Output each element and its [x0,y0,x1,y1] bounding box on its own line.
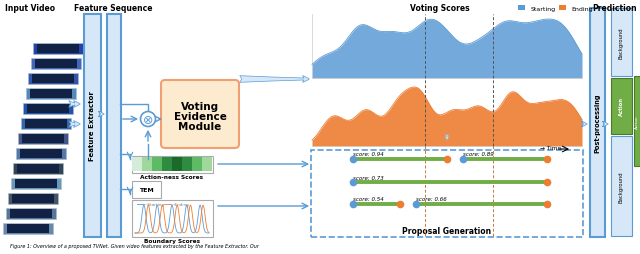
Text: Prediction: Prediction [593,4,637,13]
FancyBboxPatch shape [182,157,191,171]
FancyBboxPatch shape [611,136,632,236]
FancyBboxPatch shape [131,156,212,173]
FancyBboxPatch shape [192,157,202,171]
FancyBboxPatch shape [29,90,72,99]
Text: Background: Background [619,27,624,59]
FancyBboxPatch shape [26,89,76,100]
FancyBboxPatch shape [6,208,56,219]
FancyBboxPatch shape [33,44,83,55]
Text: ⊗: ⊗ [143,113,153,126]
FancyBboxPatch shape [20,119,70,130]
FancyBboxPatch shape [10,209,51,218]
FancyBboxPatch shape [7,224,49,233]
FancyBboxPatch shape [27,105,69,114]
FancyBboxPatch shape [12,194,54,203]
Text: ~Ending: ~Ending [172,202,189,206]
Text: score: 0.66: score: 0.66 [415,197,446,202]
FancyBboxPatch shape [142,157,152,171]
FancyBboxPatch shape [13,163,63,174]
FancyBboxPatch shape [311,150,583,237]
Text: Action: Action [635,115,639,128]
FancyBboxPatch shape [152,157,161,171]
Text: TEM: TEM [139,187,154,192]
Text: Evidence: Evidence [173,112,227,121]
Text: score: 0.73: score: 0.73 [353,175,383,180]
Text: score: 0.94: score: 0.94 [353,152,383,157]
Text: Boundary Scores: Boundary Scores [144,238,200,243]
Text: Input Video: Input Video [5,4,55,13]
Text: Background: Background [619,170,624,202]
FancyBboxPatch shape [131,181,161,198]
Text: Voting: Voting [181,102,219,112]
FancyBboxPatch shape [19,149,61,158]
FancyBboxPatch shape [106,14,120,236]
FancyBboxPatch shape [634,76,640,167]
Circle shape [141,112,156,127]
FancyBboxPatch shape [15,148,65,159]
Text: Feature Sequence: Feature Sequence [74,4,152,13]
Text: ~Starting: ~Starting [145,202,165,206]
Text: Feature Extractor: Feature Extractor [89,91,95,160]
Text: Post-processing: Post-processing [594,93,600,152]
FancyBboxPatch shape [18,133,68,145]
Text: → Time: → Time [540,146,561,150]
FancyBboxPatch shape [15,179,56,188]
FancyBboxPatch shape [32,75,74,84]
FancyBboxPatch shape [611,9,632,77]
Text: Proposal Generation: Proposal Generation [403,226,492,235]
Text: Figure 1: Overview of a proposed TVNet. Given video features extracted by the Fe: Figure 1: Overview of a proposed TVNet. … [10,243,259,248]
FancyBboxPatch shape [17,164,59,173]
FancyBboxPatch shape [28,74,78,85]
Text: score: 0.54: score: 0.54 [353,197,383,202]
FancyBboxPatch shape [10,178,61,189]
FancyBboxPatch shape [161,81,239,148]
Text: score: 0.89: score: 0.89 [463,152,493,157]
Text: Action-ness Scores: Action-ness Scores [140,174,204,179]
FancyBboxPatch shape [22,134,64,144]
Text: Voting Scores: Voting Scores [410,4,470,13]
FancyBboxPatch shape [132,157,141,171]
FancyBboxPatch shape [23,104,73,115]
FancyBboxPatch shape [589,8,605,236]
FancyBboxPatch shape [611,78,632,135]
FancyBboxPatch shape [37,45,79,54]
Legend: Starting, Ending: Starting, Ending [515,4,595,14]
FancyBboxPatch shape [8,193,58,204]
FancyBboxPatch shape [131,200,212,236]
FancyBboxPatch shape [162,157,172,171]
FancyBboxPatch shape [83,14,100,236]
FancyBboxPatch shape [24,120,67,129]
Text: Module: Module [179,121,221,132]
FancyBboxPatch shape [35,60,77,69]
FancyBboxPatch shape [31,59,81,70]
Text: Action: Action [619,97,624,116]
FancyBboxPatch shape [3,223,53,234]
FancyBboxPatch shape [202,157,211,171]
FancyBboxPatch shape [172,157,182,171]
